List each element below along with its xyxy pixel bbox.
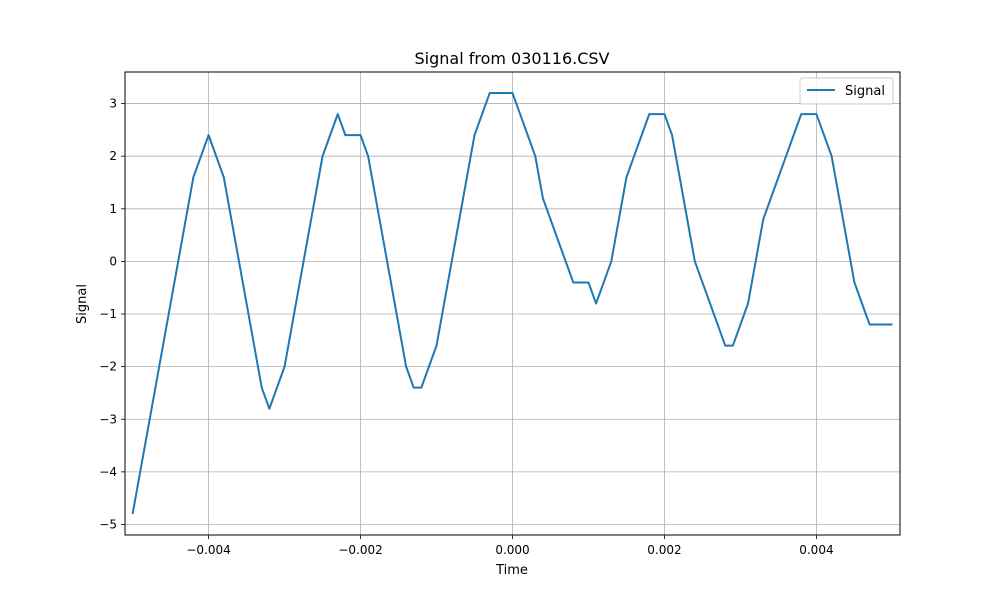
y-tick-label: 3	[109, 97, 117, 111]
grid-lines	[125, 72, 900, 535]
y-tick-label: −3	[99, 412, 117, 426]
x-tick-label: −0.004	[186, 543, 230, 557]
x-axis-ticks: −0.004 −0.002 0.000 0.002 0.004	[186, 535, 834, 557]
y-tick-label: −5	[99, 517, 117, 531]
series-line-signal	[131, 92, 893, 515]
y-tick-label: 0	[109, 254, 117, 268]
x-tick-label: 0.002	[647, 543, 681, 557]
x-tick-label: 0.000	[495, 543, 529, 557]
y-axis-label: Signal	[75, 284, 90, 324]
legend-box	[799, 77, 894, 105]
y-axis-ticks: −5 −4 −3 −2 −1 0 1 2 3	[99, 97, 125, 531]
x-tick-label: −0.002	[338, 543, 382, 557]
y-tick-label: −4	[99, 465, 117, 479]
y-tick-label: −1	[99, 307, 117, 321]
x-tick-label: 0.004	[799, 543, 833, 557]
legend-label: Signal	[845, 84, 885, 99]
x-axis-label: Time	[495, 563, 528, 578]
y-tick-label: 1	[109, 202, 117, 216]
series-layer	[131, 92, 893, 515]
y-tick-label: −2	[99, 360, 117, 374]
legend: Signal	[799, 77, 894, 105]
y-tick-label: 2	[109, 149, 117, 163]
chart-title: Signal from 030116.CSV	[415, 49, 610, 68]
